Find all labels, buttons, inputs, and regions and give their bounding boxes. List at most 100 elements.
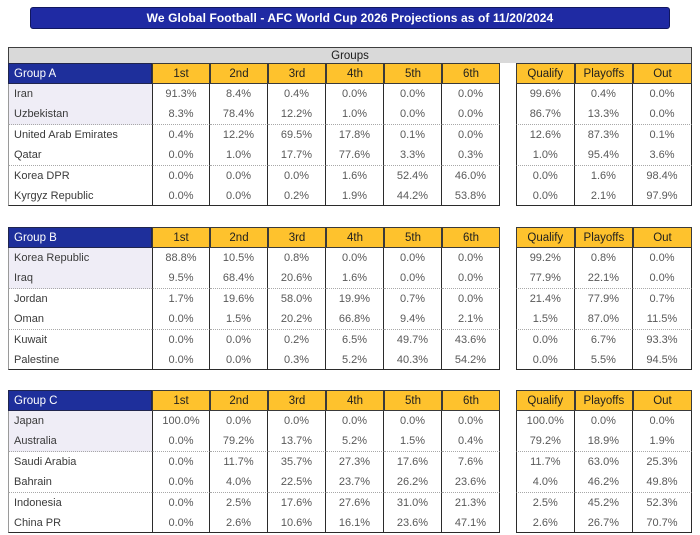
position-value-cell: 26.2% — [384, 472, 442, 493]
outcome-value-cell: 0.0% — [574, 411, 634, 432]
position-value-cell: 27.3% — [326, 451, 384, 473]
team-name-cell: Saudi Arabia — [8, 451, 152, 473]
group-table-group-a: Group A 1st 2nd 3rd 4th 5th 6th Qualify Playoffs… — [8, 63, 692, 207]
outcome-value-cell: 11.5% — [633, 309, 692, 330]
position-value-cell: 43.6% — [442, 329, 500, 350]
position-value-cell: 23.6% — [384, 512, 442, 534]
outcome-value-cell: 25.3% — [633, 451, 692, 473]
position-value-cell: 0.0% — [152, 472, 210, 493]
group-name-header: Group A — [8, 63, 152, 84]
column-gap — [500, 104, 516, 125]
outcome-value-cell: 18.9% — [574, 431, 634, 452]
outcome-header-cell: Qualify — [516, 63, 575, 84]
column-gap — [500, 185, 516, 207]
group-name-header: Group C — [8, 390, 152, 411]
position-header-cell: 1st — [152, 227, 210, 248]
position-value-cell: 0.0% — [268, 165, 326, 186]
position-value-cell: 9.5% — [152, 268, 210, 289]
outcome-value-cell: 63.0% — [574, 451, 634, 473]
position-value-cell: 0.0% — [442, 288, 500, 310]
outcome-header-cell: Qualify — [516, 227, 575, 248]
position-value-cell: 1.9% — [326, 185, 384, 207]
outcome-value-cell: 0.0% — [633, 248, 692, 269]
outcome-value-cell: 12.6% — [516, 124, 575, 146]
position-header-cell: 3rd — [268, 63, 326, 84]
position-value-cell: 20.2% — [268, 309, 326, 330]
outcome-value-cell: 70.7% — [633, 512, 692, 534]
column-gap — [500, 411, 516, 432]
position-value-cell: 68.4% — [210, 268, 268, 289]
position-value-cell: 0.0% — [442, 268, 500, 289]
position-value-cell: 20.6% — [268, 268, 326, 289]
position-value-cell: 0.0% — [442, 104, 500, 125]
outcome-value-cell: 45.2% — [574, 492, 634, 513]
position-value-cell: 1.6% — [326, 268, 384, 289]
outcome-value-cell: 0.8% — [574, 248, 634, 269]
position-value-cell: 27.6% — [326, 492, 384, 513]
position-value-cell: 46.0% — [442, 165, 500, 186]
position-value-cell: 52.4% — [384, 165, 442, 186]
position-value-cell: 5.2% — [326, 349, 384, 371]
position-value-cell: 0.0% — [152, 185, 210, 207]
team-name-cell: Indonesia — [8, 492, 152, 513]
position-value-cell: 0.0% — [442, 124, 500, 146]
position-value-cell: 0.0% — [210, 185, 268, 207]
position-value-cell: 21.3% — [442, 492, 500, 513]
position-value-cell: 1.7% — [152, 288, 210, 310]
outcome-header-cell: Qualify — [516, 390, 575, 411]
position-value-cell: 0.0% — [210, 329, 268, 350]
outcome-value-cell: 94.5% — [633, 349, 692, 371]
team-name-cell: Australia — [8, 431, 152, 452]
position-value-cell: 8.3% — [152, 104, 210, 125]
position-value-cell: 17.8% — [326, 124, 384, 146]
position-value-cell: 0.0% — [326, 411, 384, 432]
position-value-cell: 100.0% — [152, 411, 210, 432]
position-header-cell: 2nd — [210, 227, 268, 248]
position-value-cell: 40.3% — [384, 349, 442, 371]
position-value-cell: 0.0% — [326, 248, 384, 269]
position-value-cell: 1.5% — [210, 309, 268, 330]
position-value-cell: 17.6% — [268, 492, 326, 513]
report-title: We Global Football - AFC World Cup 2026 … — [146, 11, 554, 25]
position-header-cell: 5th — [384, 63, 442, 84]
team-name-cell: Oman — [8, 309, 152, 330]
position-value-cell: 12.2% — [268, 104, 326, 125]
position-value-cell: 16.1% — [326, 512, 384, 534]
column-gap — [500, 84, 516, 105]
outcome-value-cell: 46.2% — [574, 472, 634, 493]
outcome-value-cell: 0.0% — [633, 268, 692, 289]
column-gap — [500, 390, 516, 411]
position-value-cell: 23.6% — [442, 472, 500, 493]
column-gap — [500, 451, 516, 473]
outcome-value-cell: 93.3% — [633, 329, 692, 350]
position-header-cell: 6th — [442, 63, 500, 84]
position-value-cell: 23.7% — [326, 472, 384, 493]
position-value-cell: 0.3% — [442, 145, 500, 166]
position-value-cell: 0.4% — [442, 431, 500, 452]
outcome-header-cell: Out — [633, 63, 692, 84]
column-gap — [500, 268, 516, 289]
outcome-value-cell: 87.0% — [574, 309, 634, 330]
position-value-cell: 0.0% — [442, 411, 500, 432]
outcome-value-cell: 0.0% — [516, 329, 575, 350]
position-value-cell: 19.9% — [326, 288, 384, 310]
position-value-cell: 1.0% — [326, 104, 384, 125]
position-value-cell: 17.7% — [268, 145, 326, 166]
groups-section-header: Groups — [8, 47, 692, 64]
column-gap — [500, 472, 516, 493]
team-name-cell: Iran — [8, 84, 152, 105]
position-value-cell: 0.0% — [384, 84, 442, 105]
position-value-cell: 3.3% — [384, 145, 442, 166]
team-name-cell: United Arab Emirates — [8, 124, 152, 146]
team-name-cell: Korea Republic — [8, 248, 152, 269]
position-value-cell: 1.0% — [210, 145, 268, 166]
outcome-value-cell: 86.7% — [516, 104, 575, 125]
outcome-value-cell: 26.7% — [574, 512, 634, 534]
position-value-cell: 5.2% — [326, 431, 384, 452]
column-gap — [500, 309, 516, 330]
outcome-value-cell: 22.1% — [574, 268, 634, 289]
position-value-cell: 1.6% — [326, 165, 384, 186]
outcome-value-cell: 99.2% — [516, 248, 575, 269]
position-value-cell: 77.6% — [326, 145, 384, 166]
position-value-cell: 0.0% — [210, 349, 268, 371]
